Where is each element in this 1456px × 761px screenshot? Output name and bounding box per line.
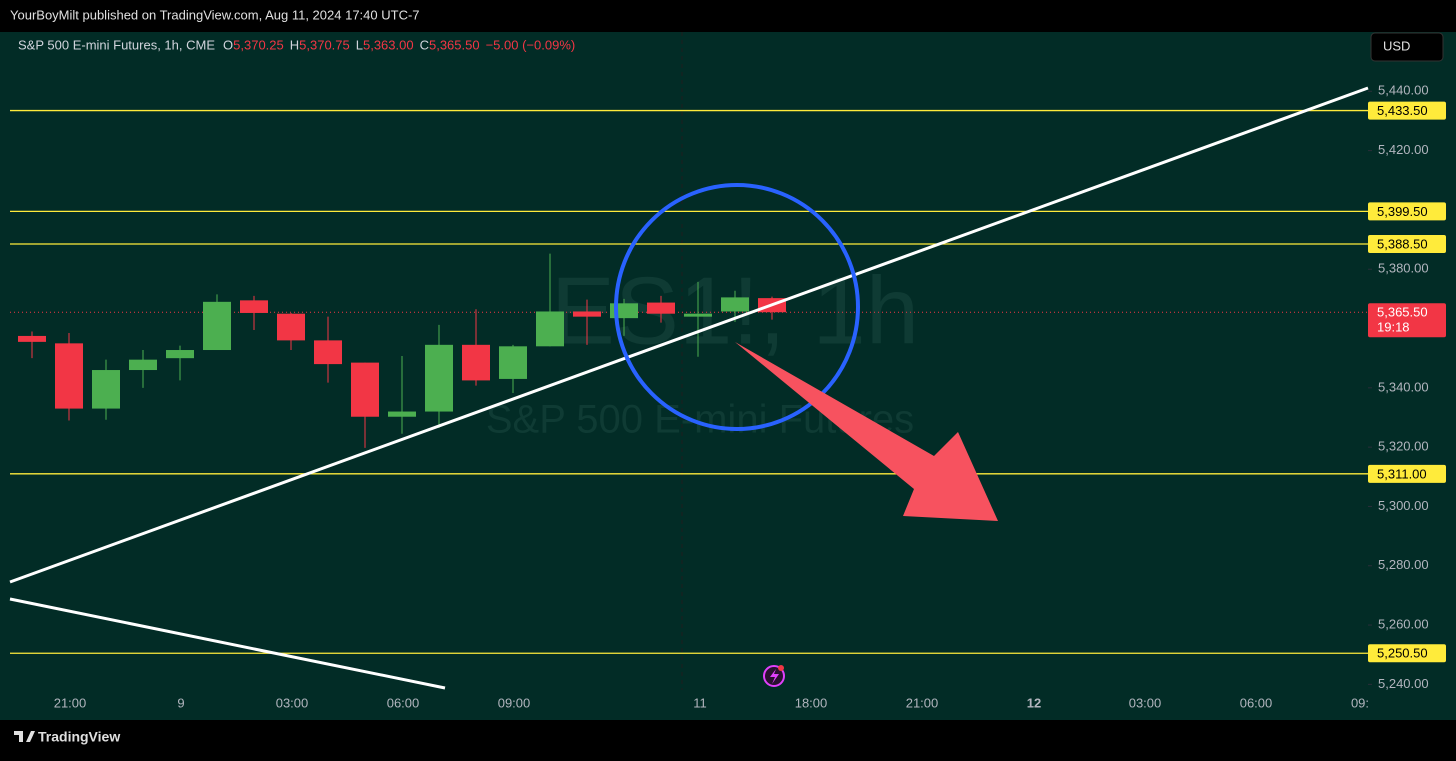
y-tick-label: 5,240.00 [1378,676,1429,691]
plot-area [0,32,1456,720]
last-price-tag [1368,303,1446,338]
y-tick-label: 5,340.00 [1378,379,1429,394]
publisher-line: YourBoyMilt published on TradingView.com… [10,7,420,22]
candle-body [129,359,157,371]
x-tick-label: 09:00 [498,695,531,710]
level-tag [1368,464,1446,483]
x-tick-label: 18:00 [795,695,828,710]
events-icon-bolt [770,669,779,684]
x-tick-label: 06:00 [387,695,420,710]
ohlc-value: 5,370.25 [233,37,284,52]
level-tag [1368,202,1446,221]
ohlc-key: C [420,37,429,52]
x-tick-label: 03:00 [1129,695,1162,710]
highlight-circle [614,183,860,431]
currency-label: USD [1383,38,1410,53]
last-price-label: 5,365.50 [1377,305,1428,320]
level-label: 5,388.50 [1377,236,1428,251]
ohlc-legend: S&P 500 E-mini Futures, 1h, CME O 5,370.25… [18,37,575,52]
countdown-label: 19:18 [1377,320,1410,335]
ohlc-value: 5,370.75 [299,37,350,52]
candle-body [499,346,527,379]
candle-body [425,344,453,412]
candle-body [92,370,120,409]
y-tick-label: 5,420.00 [1378,142,1429,157]
candle-body [203,301,231,351]
candle-body [314,340,342,365]
candle-body [684,313,712,317]
y-tick-label: 5,280.00 [1378,557,1429,572]
candle-body [166,350,194,359]
trend-line [9,597,446,690]
candle-body [388,411,416,417]
ohlc-value: 5,365.50 [429,37,480,52]
y-tick-label: 5,320.00 [1378,439,1429,454]
level-tag [1368,235,1446,254]
candle-body [462,344,490,381]
candle-body [536,311,564,347]
events-dot [778,665,784,671]
candle-body [351,362,379,417]
chart-title: S&P 500 E-mini Futures, 1h, CME [18,37,215,52]
y-tick-label: 5,440.00 [1378,83,1429,98]
y-tick-label: 5,300.00 [1378,498,1429,513]
ohlc-value: 5,363.00 [363,37,414,52]
down-arrow [735,342,998,521]
trend-line [9,86,1369,584]
level-label: 5,399.50 [1377,204,1428,219]
brand-logo [14,731,35,742]
candle-body [647,302,675,314]
x-tick-label: 21:00 [906,695,939,710]
x-tick-label: 12 [1027,695,1041,710]
level-tag [1368,644,1446,663]
ohlc-change: −5.00 (−0.09%) [486,37,576,52]
level-tag [1368,101,1446,120]
candle-body [721,297,749,312]
candle-body [18,335,46,342]
currency-button[interactable] [1370,32,1444,62]
candle-body [573,311,601,317]
x-tick-label: 9 [177,695,184,710]
y-tick-label: 5,380.00 [1378,261,1429,276]
ohlc-key: L [356,37,363,52]
brand-name: TradingView [38,729,120,745]
candle-body [240,300,268,313]
level-label: 5,311.00 [1377,466,1427,481]
level-label: 5,433.50 [1377,103,1428,118]
level-label: 5,250.50 [1377,646,1428,661]
ohlc-key: O [223,37,233,52]
y-tick-label: 5,260.00 [1378,616,1429,631]
ohlc-key: H [290,37,299,52]
x-tick-label: 21:00 [54,695,87,710]
candle-body [55,343,83,409]
x-tick-label: 11 [693,695,707,710]
x-tick-label: 09: [1351,695,1369,710]
x-tick-label: 03:00 [276,695,309,710]
x-tick-label: 06:00 [1240,695,1273,710]
candle-body [277,313,305,341]
